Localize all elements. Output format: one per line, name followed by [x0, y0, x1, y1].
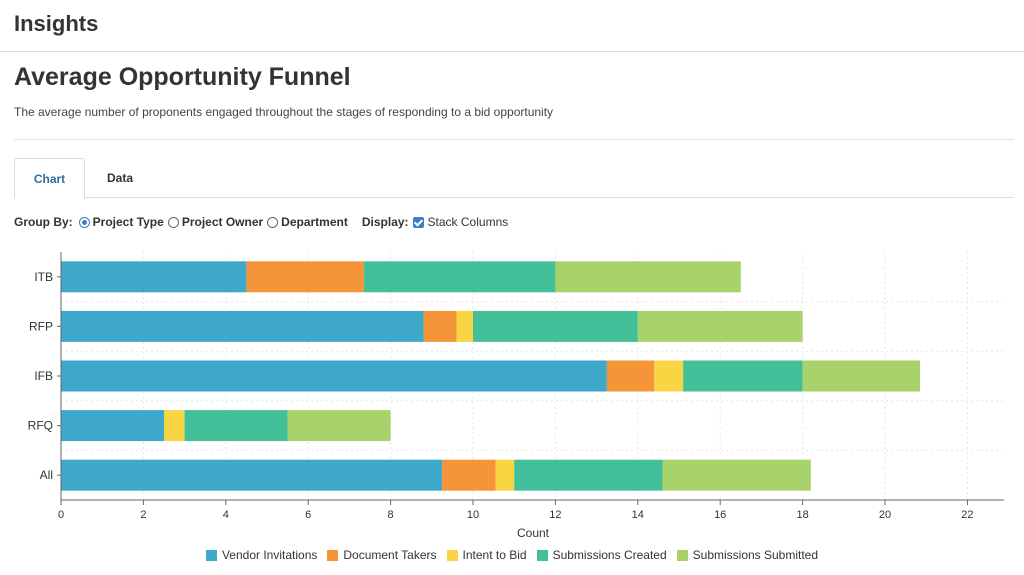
- category-label: IFB: [34, 369, 53, 383]
- radio-icon[interactable]: [267, 216, 279, 228]
- legend-swatch: [446, 549, 458, 561]
- x-tick-label: 6: [305, 509, 311, 521]
- bar-segment: [802, 360, 921, 392]
- radio-selected-icon[interactable]: [78, 216, 90, 228]
- x-tick-label: 4: [223, 509, 229, 521]
- stack-columns-toggle[interactable]: Stack Columns: [412, 215, 509, 229]
- legend-item[interactable]: Vendor Invitations: [205, 548, 318, 562]
- bar-segment: [61, 261, 247, 293]
- bar-segment: [164, 410, 185, 442]
- category-label: All: [40, 468, 53, 482]
- legend-swatch: [205, 549, 217, 561]
- section-divider: [14, 139, 1014, 140]
- legend-label: Vendor Invitations: [221, 548, 318, 562]
- funnel-chart: ITB RFP IFB RFQ All 0 2 4 6 8 10 12 14 16 18 20 22 Count: [28, 252, 1004, 540]
- tab-data[interactable]: Data: [106, 171, 133, 185]
- bar-segment: [683, 360, 803, 392]
- chart-legend: Vendor Invitations Document Takers Intent …: [0, 547, 1024, 563]
- bar-segment: [606, 360, 655, 392]
- group-by-label: Group By:: [14, 215, 73, 229]
- legend-label: Document Takers: [343, 548, 437, 562]
- bar-segment: [363, 261, 556, 293]
- display-label: Display:: [361, 215, 409, 229]
- legend-swatch: [676, 549, 688, 561]
- bar-segment: [246, 261, 364, 293]
- x-tick-label: 22: [961, 509, 973, 521]
- bar-segment: [662, 459, 811, 491]
- bar-segment: [514, 459, 663, 491]
- bar-segment: [654, 360, 684, 392]
- bar-segment: [61, 360, 607, 392]
- bar-segment: [442, 459, 496, 491]
- option-label: Project Type: [92, 215, 164, 229]
- bar-segment: [61, 410, 164, 442]
- app-title: Insights: [14, 11, 99, 36]
- group-by-project-type[interactable]: Project Type: [78, 215, 164, 229]
- chart-controls: Group By: Project Type Project Owner Dep…: [14, 213, 512, 231]
- x-tick-label: 18: [796, 509, 808, 521]
- legend-label: Intent to Bid: [462, 548, 527, 562]
- tab-chart[interactable]: Chart: [14, 158, 85, 199]
- x-tick-label: 0: [58, 509, 64, 521]
- stack-columns-label: Stack Columns: [427, 215, 509, 229]
- bar-segment: [473, 310, 638, 342]
- bar-segment: [423, 310, 457, 342]
- x-tick-label: 10: [467, 509, 479, 521]
- page-title: Average Opportunity Funnel: [14, 63, 351, 91]
- legend-item[interactable]: Intent to Bid: [446, 548, 527, 562]
- legend-item[interactable]: Submissions Submitted: [676, 548, 819, 562]
- bar-segment: [495, 459, 515, 491]
- category-label: RFQ: [28, 419, 53, 433]
- checkbox-checked-icon[interactable]: [412, 216, 424, 228]
- app-header: Insights: [0, 0, 1024, 52]
- legend-item[interactable]: Document Takers: [327, 548, 437, 562]
- bar-segment: [61, 459, 443, 491]
- radio-icon[interactable]: [167, 216, 179, 228]
- view-tabs: Chart Data: [14, 158, 1014, 199]
- legend-label: Submissions Submitted: [692, 548, 819, 562]
- legend-label: Submissions Created: [552, 548, 667, 562]
- category-label: RFP: [29, 319, 53, 333]
- x-tick-label: 8: [388, 509, 394, 521]
- legend-swatch: [536, 549, 548, 561]
- legend-swatch: [327, 549, 339, 561]
- x-tick-label: 14: [632, 509, 644, 521]
- page-description: The average number of proponents engaged…: [14, 105, 554, 119]
- category-label: ITB: [34, 270, 53, 284]
- bar-segment: [555, 261, 741, 293]
- group-by-project-owner[interactable]: Project Owner: [167, 215, 264, 229]
- x-tick-label: 20: [879, 509, 891, 521]
- bar-segment: [61, 310, 424, 342]
- x-tick-label: 16: [714, 509, 726, 521]
- x-tick-label: 12: [549, 509, 561, 521]
- bar-segment: [637, 310, 803, 342]
- bar-segment: [456, 310, 473, 342]
- option-label: Department: [281, 215, 348, 229]
- x-tick-label: 2: [140, 509, 146, 521]
- bar-segment: [184, 410, 288, 442]
- bar-segment: [287, 410, 391, 442]
- x-axis-title: Count: [517, 526, 550, 540]
- group-by-department[interactable]: Department: [267, 215, 348, 229]
- legend-item[interactable]: Submissions Created: [536, 548, 667, 562]
- option-label: Project Owner: [181, 215, 264, 229]
